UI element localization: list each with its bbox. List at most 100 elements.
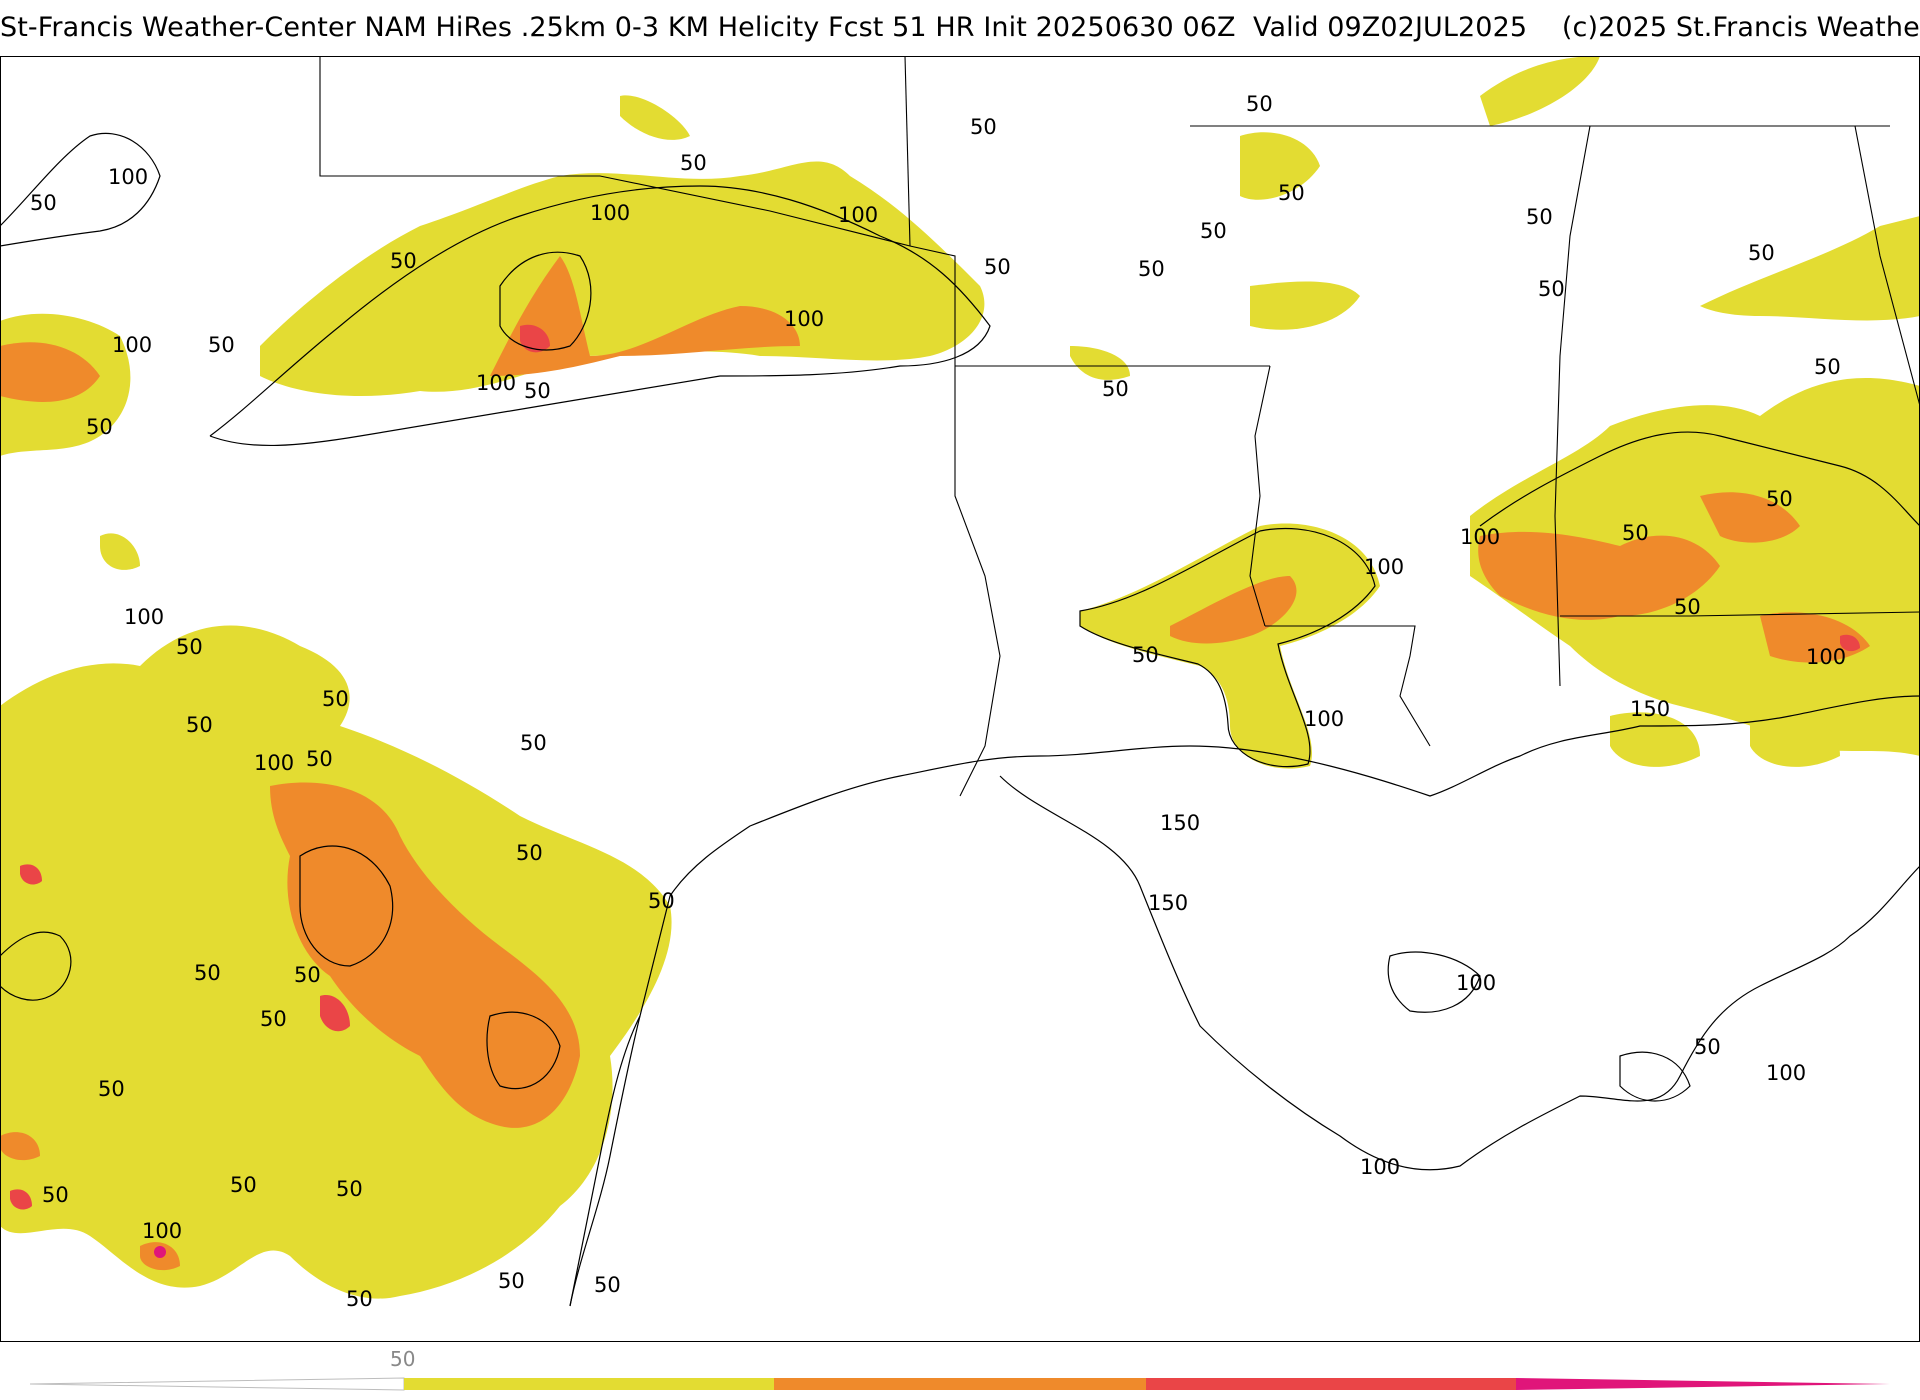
contour-label: 50 (1766, 487, 1793, 511)
contour-100-texas (299, 845, 394, 967)
fill-region-mississippi-north (1240, 132, 1320, 200)
contour-label: 50 (86, 415, 113, 439)
contour-label: 100 (124, 605, 164, 629)
contour-label: 100 (1766, 1061, 1806, 1085)
legend-swatch-100 (774, 1378, 1146, 1390)
contour-label: 50 (230, 1173, 257, 1197)
contour-label: 50 (1246, 92, 1273, 116)
contour-label: 50 (98, 1077, 125, 1101)
contour-label: 100 (838, 203, 878, 227)
contour-label: 100 (1360, 1155, 1400, 1179)
contour-label: 50 (176, 635, 203, 659)
contour-label: 50 (336, 1177, 363, 1201)
helicity-map[interactable]: 100 50 50 100 50 50 100 50 100 50 100 10… (0, 56, 1920, 1342)
contour-label: 50 (390, 249, 417, 273)
contour-label: 100 (1460, 525, 1500, 549)
fill-region-far-west-core (0, 342, 100, 402)
contour-label: 50 (648, 889, 675, 913)
helicity-fill-100 (0, 256, 1870, 1271)
contour-label: 100 (476, 371, 516, 395)
helicity-fill-200 (154, 1246, 166, 1258)
contour-label: 50 (1102, 377, 1129, 401)
contour-label: 50 (1200, 219, 1227, 243)
contour-label: 100 (254, 751, 294, 775)
helicity-contours (0, 132, 1920, 1171)
contour-label: 50 (1132, 643, 1159, 667)
map-title: St-Francis Weather-Center NAM HiRes .25k… (0, 12, 1920, 43)
contour-label: 50 (970, 115, 997, 139)
border-louisiana-south (1265, 625, 1431, 747)
contour-50-alabama (1479, 431, 1920, 527)
fill-region-west-small (100, 533, 140, 570)
fill-region-nw-small (620, 95, 690, 140)
color-legend: 50 (0, 1342, 1920, 1400)
contour-label: 100 (112, 333, 152, 357)
contour-label: 50 (1674, 595, 1701, 619)
fill-region-oklahoma-max (520, 324, 550, 353)
fill-region-louisiana-core (1170, 576, 1297, 644)
fill-region-west-spot-b (10, 1189, 32, 1210)
contour-label: 50 (680, 151, 707, 175)
contour-label: 100 (1456, 971, 1496, 995)
contour-label: 50 (1538, 277, 1565, 301)
contour-label: 50 (30, 191, 57, 215)
contour-label: 50 (498, 1269, 525, 1293)
contour-50-oklahoma (209, 185, 991, 447)
contour-label: 50 (1748, 241, 1775, 265)
contour-labels: 100 50 50 100 50 50 100 50 100 50 100 10… (30, 92, 1846, 1311)
contour-label: 150 (1148, 891, 1188, 915)
contour-100-texas-east (486, 1011, 561, 1090)
contour-label: 50 (306, 747, 333, 771)
contour-label: 50 (322, 687, 349, 711)
fill-region-florida-core (1760, 612, 1870, 663)
contour-label: 150 (1160, 811, 1200, 835)
state-borders (319, 56, 1920, 797)
contour-label: 50 (1622, 521, 1649, 545)
contour-label: 100 (590, 201, 630, 225)
border-florida-panhandle (1560, 611, 1920, 617)
coastline-texas-inner (569, 1015, 641, 1307)
contour-label: 100 (108, 165, 148, 189)
contour-label: 100 (1806, 645, 1846, 669)
contour-label: 50 (1138, 257, 1165, 281)
border-texas-panhandle (319, 56, 1001, 797)
contour-label: 100 (784, 307, 824, 331)
fill-region-oklahoma-band (260, 161, 985, 396)
fill-region-georgia-core (1700, 492, 1800, 543)
fill-region-mid-small (1070, 346, 1130, 380)
fill-region-texas-core (270, 782, 580, 1128)
legend-colorbar (29, 1377, 1890, 1391)
fill-region-max-spot (154, 1246, 166, 1258)
fill-region-west-spot-a (20, 864, 42, 885)
contour-label: 100 (142, 1219, 182, 1243)
fill-region-east-north (1700, 216, 1920, 321)
legend-swatch-200 (1516, 1378, 1890, 1390)
fill-region-alabama-core (1478, 531, 1720, 620)
fill-region-west-edge-a (0, 1132, 40, 1161)
fill-region-top-right (1480, 56, 1600, 126)
fill-region-sw-coast (1750, 712, 1840, 767)
contour-label: 50 (516, 841, 543, 865)
coastline-texas-louisiana (569, 695, 1920, 1307)
border-alabama-georgia (1854, 125, 1920, 407)
contour-label: 50 (594, 1273, 621, 1297)
contour-50-gulf-inner (1387, 951, 1481, 1013)
fill-region-texas-max (320, 995, 350, 1032)
fill-region-oklahoma-core (490, 256, 800, 376)
contour-50-nw (0, 132, 161, 247)
contour-label: 50 (1694, 1035, 1721, 1059)
legend-swatch-150 (1146, 1378, 1516, 1390)
gulf-coastline (569, 695, 1920, 1307)
border-mississippi-river (1249, 365, 1271, 627)
contour-label: 50 (260, 1007, 287, 1031)
legend-left-wedge (29, 1377, 405, 1391)
legend-swatch-50 (404, 1378, 774, 1390)
legend-tick-label: 50 (390, 1347, 416, 1371)
contour-label: 50 (294, 963, 321, 987)
contour-label: 150 (1630, 697, 1670, 721)
fill-region-louisiana (1080, 523, 1380, 769)
helicity-fill-150 (10, 324, 1860, 1210)
contour-label: 50 (42, 1183, 69, 1207)
border-alabama-west (1554, 125, 1591, 687)
contour-label: 50 (1814, 355, 1841, 379)
